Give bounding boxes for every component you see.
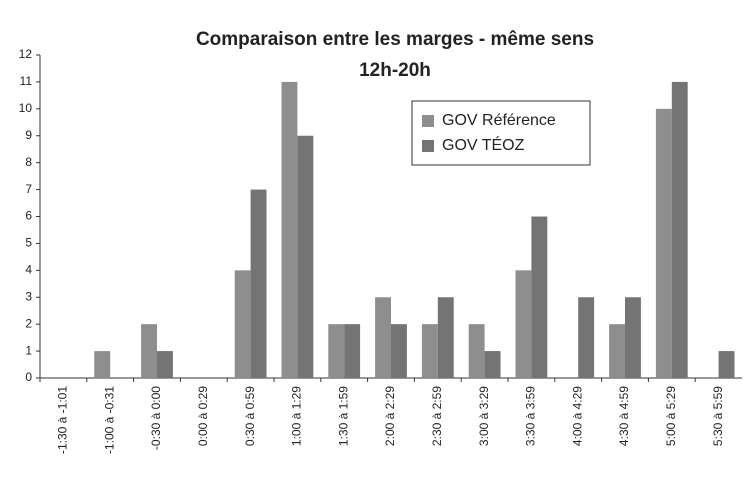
bar — [391, 324, 407, 378]
y-tick-label: 7 — [25, 182, 32, 196]
bar — [578, 297, 595, 378]
x-tick-label: 5:00 à 5:29 — [664, 386, 678, 446]
x-tick-label: 3:00 à 3:29 — [477, 386, 491, 446]
y-tick-label: 6 — [25, 209, 32, 223]
y-tick-label: 2 — [25, 316, 32, 330]
y-tick-label: 5 — [25, 236, 32, 250]
bar — [141, 324, 157, 378]
bar — [250, 189, 267, 378]
bar — [718, 351, 735, 378]
x-tick-label: 5:30 à 5:59 — [711, 386, 725, 446]
bar — [94, 351, 111, 378]
y-tick-label: 11 — [20, 74, 33, 88]
bar — [468, 324, 485, 378]
bar — [625, 297, 641, 378]
bar — [234, 270, 251, 378]
y-tick-label: 8 — [25, 155, 32, 169]
legend-label: GOV TÉOZ — [442, 135, 525, 154]
x-tick-label: 3:30 à 3:59 — [524, 386, 538, 446]
bar — [671, 81, 688, 379]
x-tick-label: 1:00 à 1:29 — [290, 386, 304, 446]
x-tick-label: 4:00 à 4:29 — [570, 386, 584, 446]
x-tick-label: 4:30 à 4:59 — [617, 386, 631, 446]
bar — [421, 324, 438, 378]
chart-title: Comparaison entre les marges - même sens — [196, 29, 594, 50]
bar — [281, 81, 298, 379]
x-tick-label: 2:00 à 2:29 — [383, 386, 397, 446]
x-tick-label: -1:30 à -1:01 — [56, 386, 70, 454]
x-tick-label: -1:00 à -0:31 — [102, 386, 116, 454]
x-tick-label: 0:00 à 0:29 — [196, 386, 210, 446]
bar — [609, 324, 625, 378]
y-tick-label: 12 — [19, 47, 33, 61]
legend-label: GOV Référence — [442, 112, 556, 129]
y-tick-label: 9 — [25, 128, 32, 142]
bar — [328, 324, 345, 378]
x-tick-label: 2:30 à 2:59 — [430, 386, 444, 446]
bar — [344, 324, 361, 378]
x-tick-label: 0:30 à 0:59 — [243, 386, 257, 446]
legend-swatch — [422, 140, 434, 152]
y-tick-label: 10 — [19, 101, 33, 115]
chart-subtitle: 12h-20h — [359, 60, 431, 81]
bar — [437, 297, 454, 378]
bar — [375, 297, 391, 378]
legend-box — [411, 100, 591, 166]
bar — [297, 135, 314, 378]
bar — [157, 351, 173, 378]
y-tick-label: 0 — [25, 370, 32, 384]
x-tick-label: 1:30 à 1:59 — [336, 386, 350, 446]
bar — [484, 351, 501, 378]
y-tick-label: 3 — [25, 289, 32, 303]
y-tick-label: 4 — [25, 263, 32, 277]
bar — [515, 270, 532, 378]
bar — [655, 108, 672, 378]
y-tick-label: 1 — [25, 343, 32, 357]
legend-swatch — [422, 115, 434, 127]
bar — [531, 216, 548, 378]
x-tick-label: -0:30 à 0:00 — [149, 386, 163, 450]
